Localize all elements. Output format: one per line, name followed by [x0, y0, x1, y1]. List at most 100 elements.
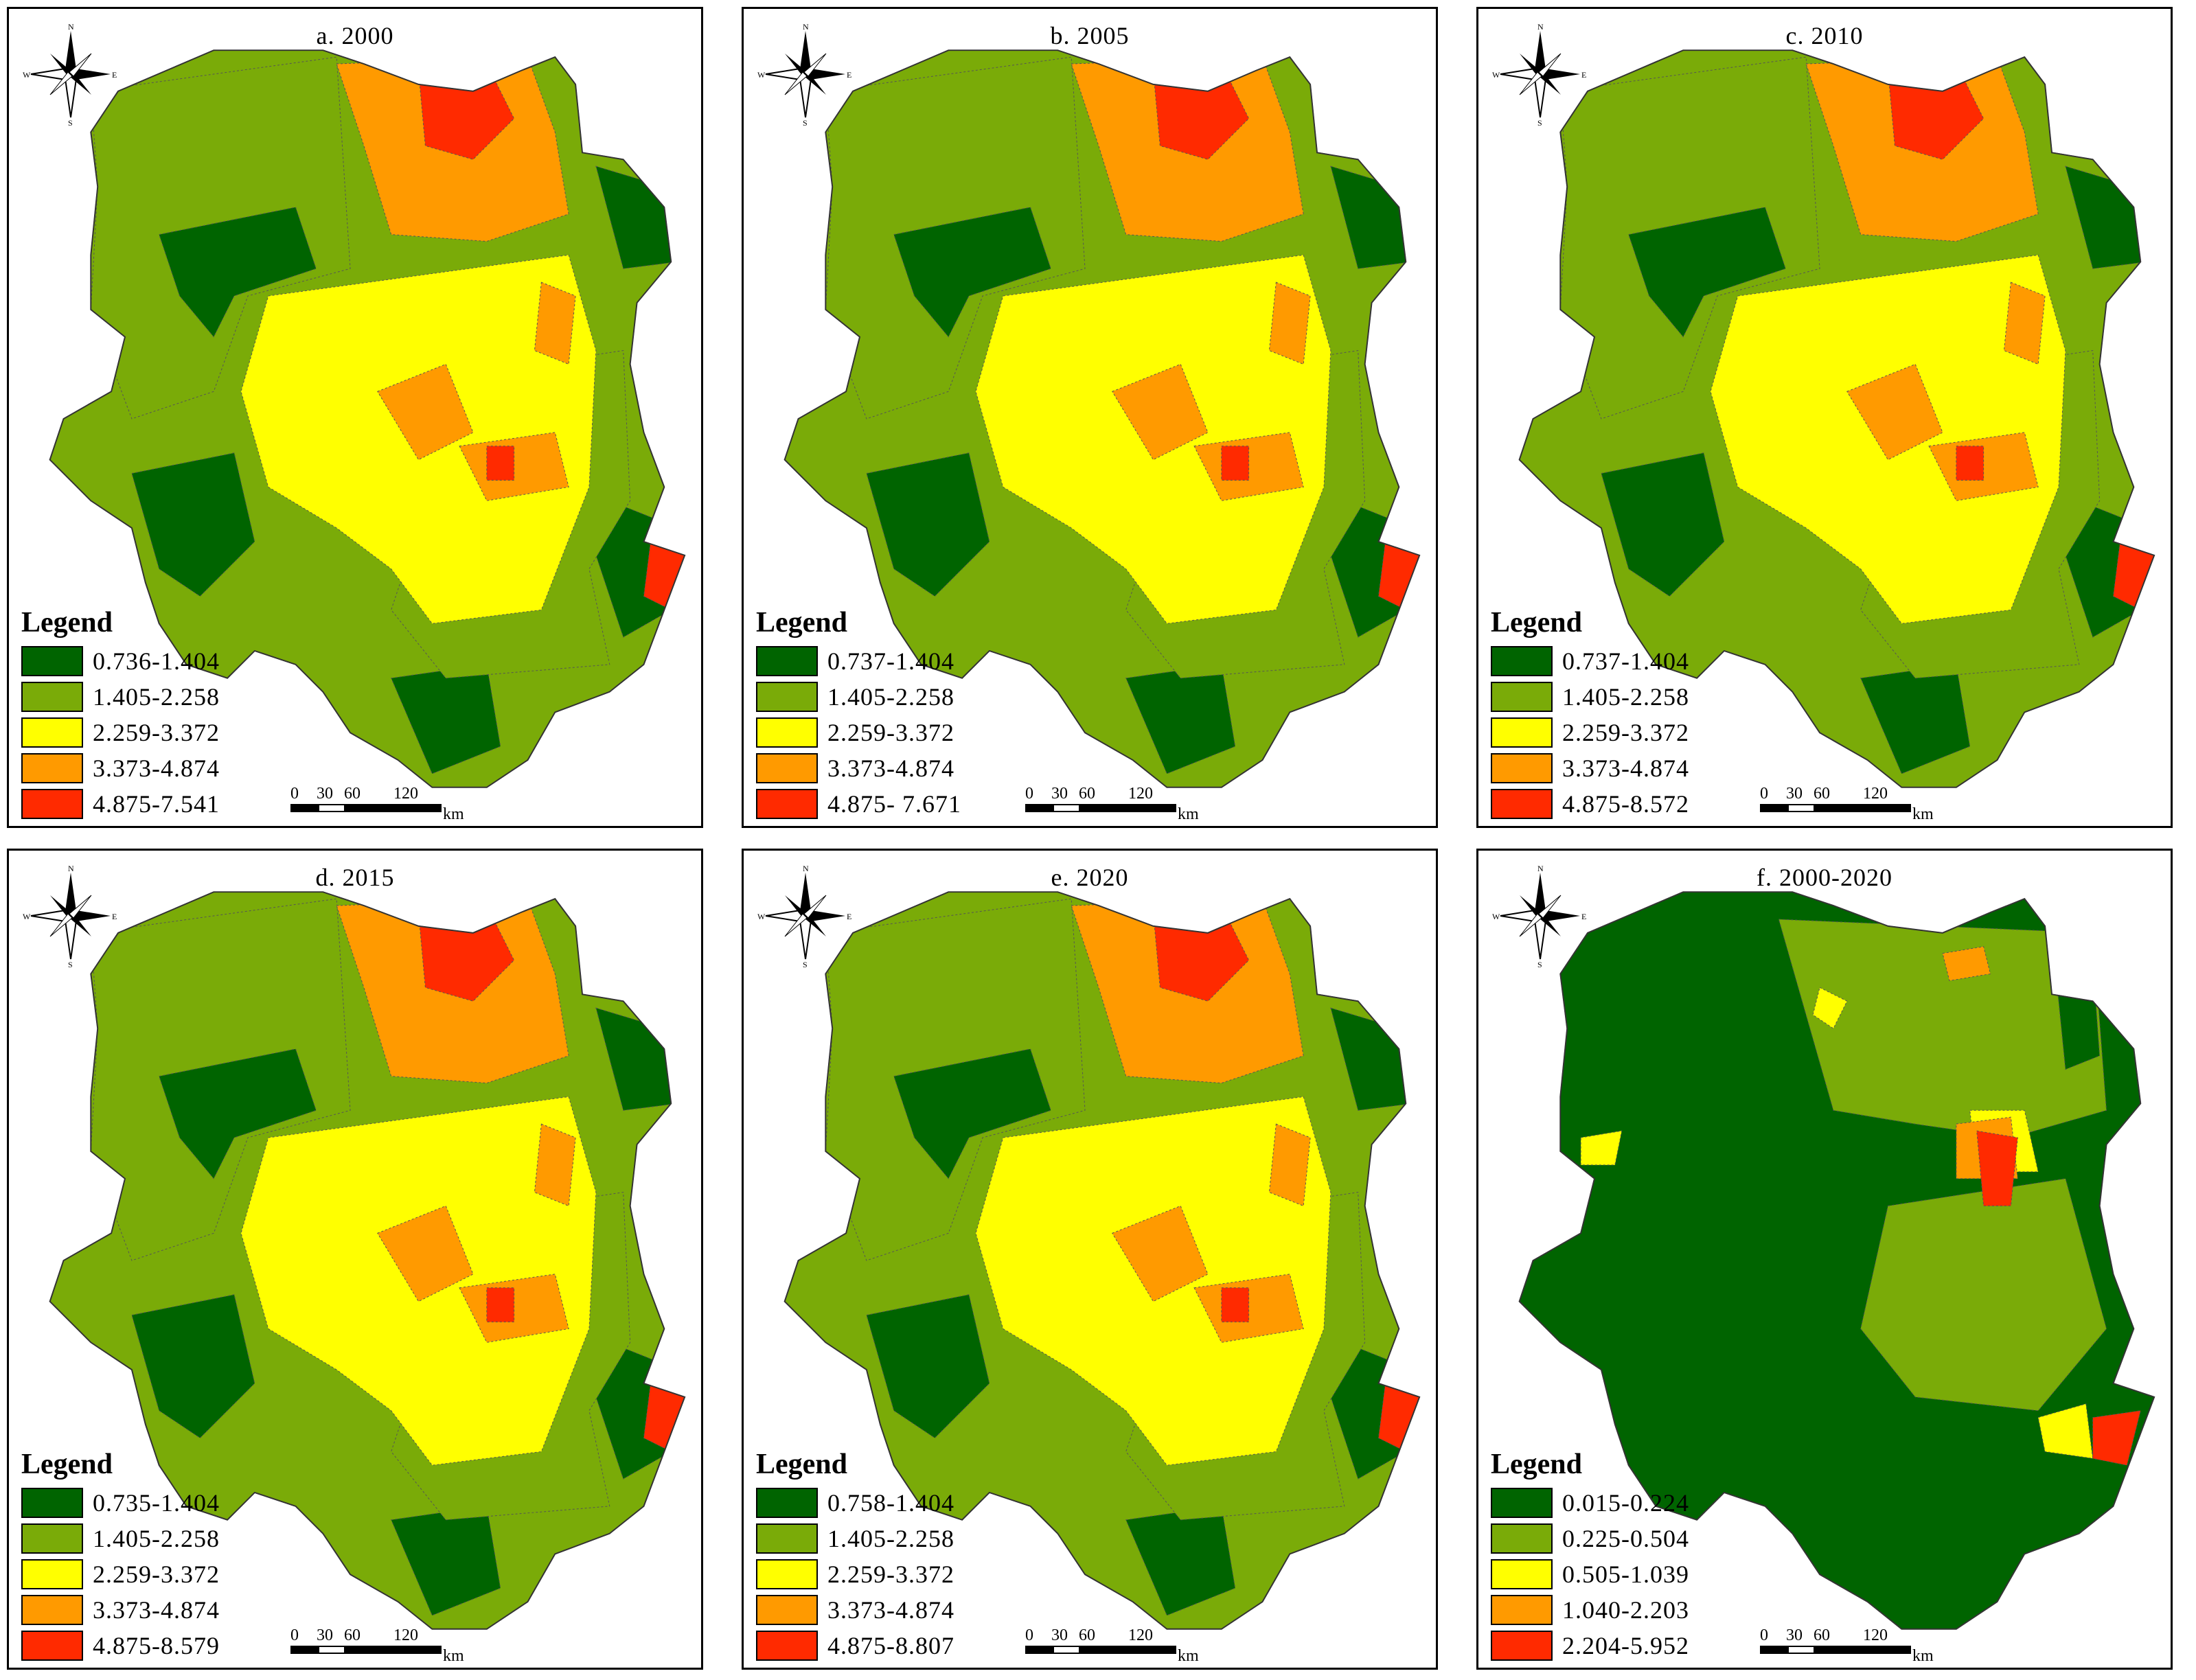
scale-tick-label: 60: [1814, 785, 1830, 803]
scale-unit: km: [443, 1647, 464, 1665]
legend-title: Legend: [756, 1449, 848, 1480]
legend-swatch: [21, 789, 83, 819]
compass-w: W: [23, 70, 31, 80]
scale-tick-label: 120: [1863, 785, 1888, 803]
scale-bar: 0 30 60 120 km: [1760, 1626, 1934, 1668]
scale-bar: 0 30 60 120 km: [1025, 785, 1199, 826]
legend-swatch: [21, 717, 83, 748]
legend-swatch: [756, 1631, 818, 1661]
scale-bar: 0 30 60 120 km: [290, 1626, 464, 1668]
choropleth-map: [784, 49, 1421, 788]
legend-swatch: [21, 682, 83, 712]
legend-item: 4.875-8.572: [1491, 786, 1689, 822]
compass-e: E: [847, 70, 851, 80]
county-region: [1601, 452, 1725, 597]
scale-tick-label: 0: [1760, 1626, 1768, 1644]
county-region: [390, 1506, 501, 1616]
map-panel: c. 2010 N S W E Legend 0.737-1.404 1.405-2.258 2…: [1476, 7, 2173, 828]
county-region: [1942, 946, 1991, 981]
panel-title: b. 2005: [1050, 22, 1130, 49]
legend-item: 3.373-4.874: [21, 750, 220, 786]
scale-tick-label: 30: [1051, 1626, 1068, 1644]
legend-label: 3.373-4.874: [93, 755, 220, 782]
legend-swatch: [21, 1595, 83, 1625]
north-arrow-icon: N S W E: [757, 864, 854, 969]
compass-e: E: [847, 912, 851, 921]
legend-item: 2.259-3.372: [21, 1556, 220, 1592]
county-region: [159, 207, 317, 338]
north-arrow-icon: N S W E: [757, 22, 854, 128]
legend-item: 4.875- 7.671: [756, 786, 961, 822]
legend-item: 2.259-3.372: [756, 1556, 954, 1592]
county-region: [159, 1048, 317, 1180]
choropleth-map: [1518, 49, 2155, 788]
scale-unit: km: [1912, 1647, 1934, 1665]
legend-item: 3.373-4.874: [1491, 750, 1689, 786]
legend-label: 2.204-5.952: [1562, 1632, 1689, 1659]
panel-title: f. 2000-2020: [1757, 864, 1892, 891]
map-panel: f. 2000-2020 N S W E Legend 0.015-0.224 0.225-0…: [1476, 849, 2173, 1670]
scale-tick-label: 120: [1128, 785, 1153, 803]
region-border: [49, 49, 686, 788]
county-region: [377, 1205, 474, 1302]
legend: Legend 0.015-0.224 0.225-0.504 0.505-1.039 1…: [1491, 1448, 1689, 1664]
map-panel: a. 2000 N S W E Legend 0.736-1.404 1.405-2.258 2…: [7, 7, 703, 828]
compass-n: N: [68, 23, 74, 32]
legend-label: 4.875- 7.671: [827, 790, 961, 818]
legend-swatch: [1491, 717, 1553, 748]
compass-n: N: [1537, 864, 1544, 873]
legend-label: 2.259-3.372: [93, 1561, 220, 1588]
choropleth-map: [784, 891, 1421, 1630]
county-region: [643, 541, 685, 611]
scale-tick-label: 0: [290, 1626, 299, 1644]
panel-title: a. 2000: [316, 22, 394, 49]
county-region: [1125, 1506, 1236, 1616]
compass-w: W: [23, 912, 31, 921]
county-region: [1112, 363, 1209, 461]
legend-title: Legend: [21, 607, 113, 638]
legend-swatch: [21, 1488, 83, 1518]
legend-swatch: [756, 717, 818, 748]
legend-item: 0.737-1.404: [1491, 643, 1689, 679]
county-region: [1221, 446, 1250, 481]
scale-unit: km: [443, 805, 464, 823]
legend-swatch: [756, 1559, 818, 1589]
county-region: [131, 1294, 255, 1439]
compass-e: E: [1581, 70, 1586, 80]
region-border: [784, 49, 1421, 788]
panel-title: d. 2015: [315, 864, 395, 891]
scale-tick-label: 0: [1025, 785, 1033, 803]
county-region: [486, 446, 515, 481]
county-region: [390, 664, 501, 774]
legend-item: 4.875-8.807: [756, 1628, 954, 1664]
legend: Legend 0.737-1.404 1.405-2.258 2.259-3.372 3…: [756, 606, 961, 822]
county-region: [1125, 664, 1236, 774]
county-region: [2003, 281, 2046, 365]
county-region: [1377, 1383, 1420, 1453]
county-region: [893, 1048, 1051, 1180]
legend-label: 4.875-8.579: [93, 1632, 220, 1659]
compass-e: E: [112, 912, 117, 921]
county-region: [2112, 541, 2155, 611]
legend-item: 0.758-1.404: [756, 1485, 954, 1521]
compass-e: E: [112, 70, 117, 80]
legend-swatch: [756, 1595, 818, 1625]
legend-title: Legend: [756, 607, 848, 638]
legend-title: Legend: [21, 1449, 113, 1480]
legend-label: 1.405-2.258: [93, 1525, 220, 1552]
legend-swatch: [756, 1523, 818, 1554]
compass-w: W: [757, 912, 766, 921]
legend-swatch: [756, 753, 818, 783]
legend-item: 3.373-4.874: [756, 750, 961, 786]
legend-label: 4.875-8.572: [1562, 790, 1689, 818]
compass-s: S: [68, 118, 73, 126]
county-region: [1112, 1205, 1209, 1302]
legend-item: 0.736-1.404: [21, 643, 220, 679]
legend-label: 0.505-1.039: [1562, 1561, 1689, 1588]
county-region: [866, 1294, 990, 1439]
legend-swatch: [21, 646, 83, 676]
scale-tick-label: 120: [1128, 1626, 1153, 1644]
county-region: [1221, 1287, 1250, 1322]
panel-title: c. 2010: [1785, 22, 1864, 49]
county-region: [643, 1383, 685, 1453]
